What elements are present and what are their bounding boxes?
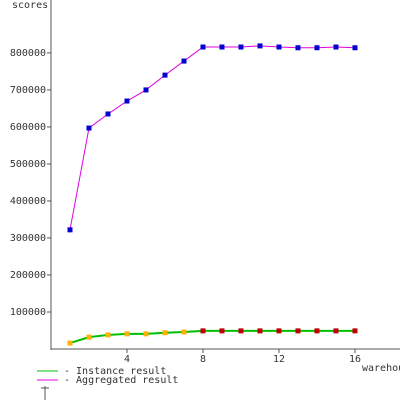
- data-point: [124, 331, 130, 337]
- data-point: [200, 44, 206, 50]
- y-tick-label: 100000: [10, 307, 46, 318]
- data-point: [181, 58, 187, 64]
- data-point: [276, 328, 282, 334]
- data-point: [257, 328, 263, 334]
- y-tick-label: 200000: [10, 270, 46, 281]
- data-point: [352, 45, 358, 51]
- data-point: [67, 227, 73, 233]
- data-point: [238, 44, 244, 50]
- series-line: [69, 45, 355, 230]
- data-point: [314, 45, 320, 51]
- data-point: [257, 43, 263, 49]
- data-point: [86, 125, 92, 131]
- data-point: [333, 328, 339, 334]
- y-tick-label: 700000: [10, 85, 46, 96]
- data-point: [181, 329, 187, 335]
- series-line: [69, 329, 355, 345]
- data-point: [219, 44, 225, 50]
- y-axis-label: scores: [12, 0, 48, 11]
- y-tick-label: 600000: [10, 122, 46, 133]
- x-axis-label: warehouses: [362, 363, 400, 374]
- data-point: [124, 98, 130, 104]
- y-tick-label: 400000: [10, 196, 46, 207]
- data-point: [143, 87, 149, 93]
- legend-label: - Aggregated result: [64, 375, 178, 386]
- data-point: [276, 44, 282, 50]
- data-point: [333, 44, 339, 50]
- data-point: [162, 72, 168, 78]
- data-point: [162, 330, 168, 336]
- data-point: [67, 340, 73, 346]
- x-tick-label: 8: [200, 354, 206, 365]
- y-tick-label: 300000: [10, 233, 46, 244]
- data-point: [200, 328, 206, 334]
- data-point: [105, 332, 111, 338]
- legend-label: - Instance result: [64, 366, 166, 377]
- data-point: [86, 334, 92, 340]
- data-point: [295, 328, 301, 334]
- y-tick-label: 500000: [10, 159, 46, 170]
- data-point: [238, 328, 244, 334]
- x-tick-label: 4: [124, 354, 130, 365]
- data-point: [314, 328, 320, 334]
- data-point: [295, 45, 301, 51]
- y-tick-label: 800000: [10, 48, 46, 59]
- data-point: [219, 328, 225, 334]
- data-point: [143, 331, 149, 337]
- data-point: [352, 328, 358, 334]
- x-tick-label: 16: [349, 354, 361, 365]
- x-tick-label: 12: [273, 354, 285, 365]
- data-point: [105, 111, 111, 117]
